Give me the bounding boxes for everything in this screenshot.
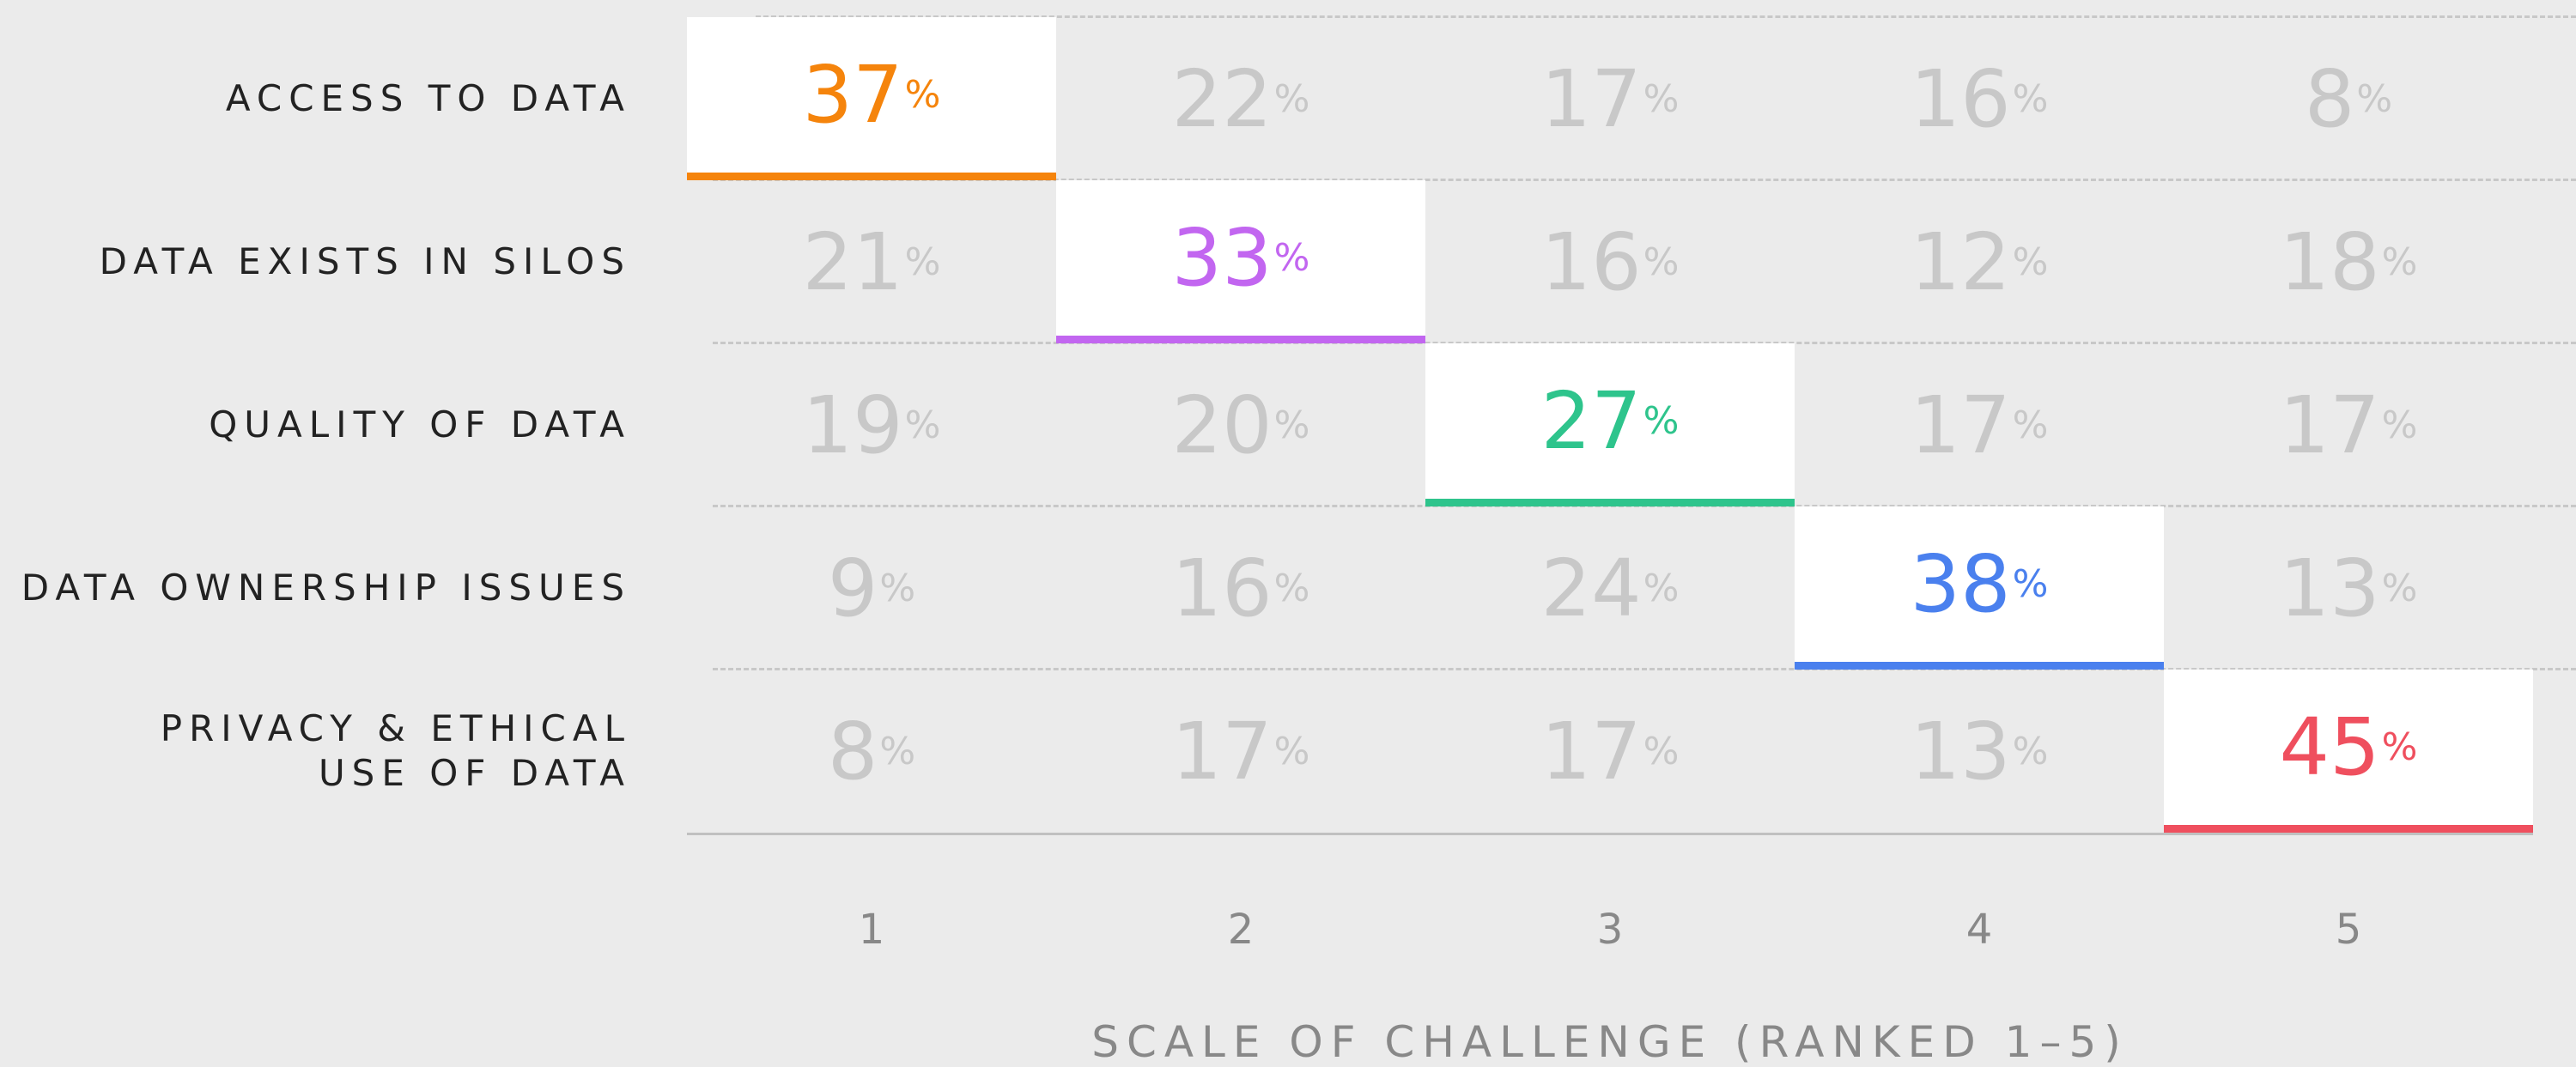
row-label: PRIVACY & ETHICAL USE OF DATA xyxy=(160,707,631,794)
cell: 17% xyxy=(1425,670,1795,833)
value-label: 17 xyxy=(1910,379,2011,471)
unit-label: % xyxy=(1643,239,1680,284)
unit-label: % xyxy=(2381,725,2418,769)
value-label: 22 xyxy=(1171,52,1273,145)
unit-label: % xyxy=(1273,236,1310,280)
column-label: 3 xyxy=(1596,906,1624,954)
value-label: 17 xyxy=(1171,705,1273,797)
value-label: 17 xyxy=(2279,379,2380,471)
highlight-cell: 45% xyxy=(2164,670,2533,833)
unit-label: % xyxy=(1643,399,1680,443)
unit-label: % xyxy=(904,73,941,117)
value-label: 45 xyxy=(2279,701,2380,793)
highlight-cell: 33% xyxy=(1056,180,1425,343)
cell: 22% xyxy=(1056,17,1425,180)
cell: 17% xyxy=(1056,670,1425,833)
unit-label: % xyxy=(1273,76,1310,121)
unit-label: % xyxy=(2012,403,2049,447)
value-label: 20 xyxy=(1171,379,1273,471)
cell: 17% xyxy=(2164,343,2533,506)
row-label: DATA OWNERSHIP ISSUES xyxy=(21,567,631,609)
unit-label: % xyxy=(1273,403,1310,447)
highlight-cell: 37% xyxy=(687,17,1056,180)
unit-label: % xyxy=(2381,403,2418,447)
cell: 16% xyxy=(1795,17,2164,180)
value-label: 37 xyxy=(802,49,903,141)
column-label: 2 xyxy=(1227,906,1255,954)
value-label: 18 xyxy=(2279,215,2380,308)
unit-label: % xyxy=(1643,76,1680,121)
cell: 20% xyxy=(1056,343,1425,506)
cell: 19% xyxy=(687,343,1056,506)
value-label: 16 xyxy=(1540,215,1642,308)
value-label: 13 xyxy=(2279,542,2380,634)
value-label: 33 xyxy=(1171,212,1273,304)
value-label: 8 xyxy=(827,705,878,797)
unit-label: % xyxy=(1273,729,1310,773)
highlight-cell: 38% xyxy=(1795,506,2164,670)
value-label: 12 xyxy=(1910,215,2011,308)
value-label: 27 xyxy=(1540,375,1642,467)
cell: 13% xyxy=(1795,670,2164,833)
unit-label: % xyxy=(1273,566,1310,610)
column-label: 5 xyxy=(2335,906,2362,954)
cell: 16% xyxy=(1425,180,1795,343)
cell: 13% xyxy=(2164,506,2533,670)
value-label: 16 xyxy=(1910,52,2011,145)
value-label: 19 xyxy=(802,379,903,471)
value-label: 9 xyxy=(827,542,878,634)
value-label: 16 xyxy=(1171,542,1273,634)
unit-label: % xyxy=(879,729,916,773)
value-label: 38 xyxy=(1910,538,2011,630)
cell: 8% xyxy=(2164,17,2533,180)
row-separator xyxy=(713,668,2576,670)
column-label: 1 xyxy=(858,906,885,954)
unit-label: % xyxy=(1643,729,1680,773)
row-label: ACCESS TO DATA xyxy=(225,77,631,119)
unit-label: % xyxy=(879,566,916,610)
unit-label: % xyxy=(1643,566,1680,610)
unit-label: % xyxy=(2012,562,2049,606)
row-separator xyxy=(713,179,2576,181)
cell: 24% xyxy=(1425,506,1795,670)
row-separator xyxy=(756,15,2576,18)
cell: 12% xyxy=(1795,180,2164,343)
cell: 17% xyxy=(1425,17,1795,180)
column-label: 4 xyxy=(1965,906,1993,954)
cell: 16% xyxy=(1056,506,1425,670)
unit-label: % xyxy=(2381,239,2418,284)
value-label: 21 xyxy=(802,215,903,308)
cell: 18% xyxy=(2164,180,2533,343)
unit-label: % xyxy=(2381,566,2418,610)
highlight-cell: 27% xyxy=(1425,343,1795,506)
unit-label: % xyxy=(2012,239,2049,284)
value-label: 13 xyxy=(1910,705,2011,797)
cell: 8% xyxy=(687,670,1056,833)
cell: 9% xyxy=(687,506,1056,670)
unit-label: % xyxy=(2356,76,2393,121)
unit-label: % xyxy=(904,403,941,447)
cell: 17% xyxy=(1795,343,2164,506)
unit-label: % xyxy=(2012,729,2049,773)
cell: 21% xyxy=(687,180,1056,343)
baseline xyxy=(687,833,2533,835)
value-label: 17 xyxy=(1540,705,1642,797)
value-label: 8 xyxy=(2304,52,2355,145)
row-label: DATA EXISTS IN SILOS xyxy=(99,240,631,282)
value-label: 17 xyxy=(1540,52,1642,145)
x-axis-title: SCALE OF CHALLENGE (RANKED 1–5) xyxy=(1091,1017,2129,1067)
row-label: QUALITY OF DATA xyxy=(209,403,631,446)
row-separator xyxy=(713,342,2576,344)
unit-label: % xyxy=(2012,76,2049,121)
value-label: 24 xyxy=(1540,542,1642,634)
unit-label: % xyxy=(904,239,941,284)
